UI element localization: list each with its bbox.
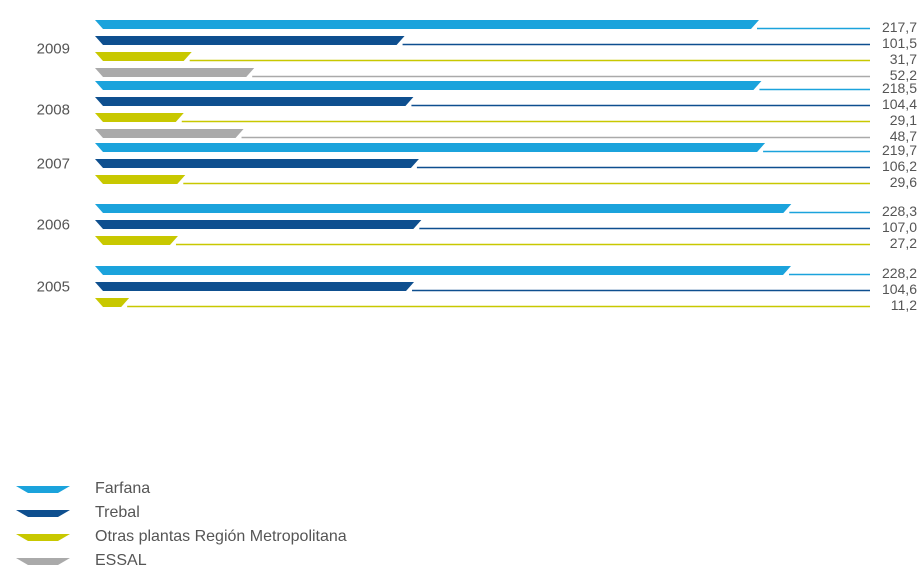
bar-farfana-2006 bbox=[95, 204, 792, 213]
category-label: 2008 bbox=[37, 102, 70, 119]
category-label: 2005 bbox=[37, 279, 70, 296]
bar-essal-2009 bbox=[95, 68, 255, 77]
legend-label: Otras plantas Región Metropolitana bbox=[95, 528, 347, 545]
legend-swatch bbox=[16, 510, 70, 517]
legend-label: Trebal bbox=[95, 504, 140, 521]
data-label: 217,7 bbox=[882, 19, 917, 35]
data-label: 219,7 bbox=[882, 142, 917, 158]
legend-swatch bbox=[16, 486, 70, 493]
bar-otras-plantas-regi-n-metropolitana-2006 bbox=[95, 236, 178, 245]
data-label: 228,3 bbox=[882, 203, 917, 219]
bar-farfana-2009 bbox=[95, 20, 759, 29]
data-label: 106,2 bbox=[882, 158, 917, 174]
bar-otras-plantas-regi-n-metropolitana-2008 bbox=[95, 113, 184, 122]
bar-otras-plantas-regi-n-metropolitana-2007 bbox=[95, 175, 186, 184]
data-label: 107,0 bbox=[882, 219, 917, 235]
bar-trebal-2006 bbox=[95, 220, 422, 229]
data-label: 29,6 bbox=[890, 174, 917, 190]
data-label: 101,5 bbox=[882, 35, 917, 51]
data-label: 11,2 bbox=[891, 297, 917, 313]
data-label: 31,7 bbox=[890, 51, 917, 67]
legend-label: Farfana bbox=[95, 480, 150, 497]
bar-trebal-2008 bbox=[95, 97, 414, 106]
bar-trebal-2009 bbox=[95, 36, 405, 45]
data-label: 228,2 bbox=[882, 265, 917, 281]
data-label: 104,6 bbox=[882, 281, 917, 297]
category-label: 2006 bbox=[37, 217, 70, 234]
data-label: 52,2 bbox=[890, 67, 917, 83]
legend-swatch bbox=[16, 558, 70, 565]
legend-label: ESSAL bbox=[95, 552, 147, 569]
bar-essal-2008 bbox=[95, 129, 244, 138]
category-label: 2009 bbox=[37, 41, 70, 58]
bar-farfana-2007 bbox=[95, 143, 766, 152]
data-label: 48,7 bbox=[890, 128, 917, 144]
bar-otras-plantas-regi-n-metropolitana-2009 bbox=[95, 52, 192, 61]
legend-swatch bbox=[16, 534, 70, 541]
bar-trebal-2007 bbox=[95, 159, 419, 168]
data-label: 104,4 bbox=[882, 96, 917, 112]
data-label: 218,5 bbox=[882, 80, 917, 96]
bar-farfana-2005 bbox=[95, 266, 792, 275]
data-label: 27,2 bbox=[890, 235, 917, 251]
data-label: 29,1 bbox=[890, 112, 917, 128]
category-label: 2007 bbox=[37, 156, 70, 173]
bar-trebal-2005 bbox=[95, 282, 415, 291]
bar-farfana-2008 bbox=[95, 81, 762, 90]
bar-otras-plantas-regi-n-metropolitana-2005 bbox=[95, 298, 130, 307]
